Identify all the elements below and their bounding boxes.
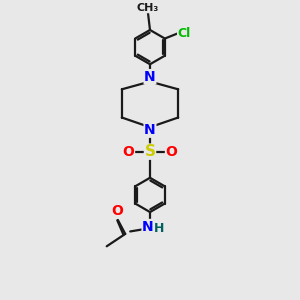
Text: O: O xyxy=(123,145,134,159)
Text: N: N xyxy=(142,220,154,233)
Text: S: S xyxy=(145,144,155,159)
Text: O: O xyxy=(166,145,177,159)
Text: CH₃: CH₃ xyxy=(137,3,159,13)
Text: O: O xyxy=(111,204,123,218)
Text: Cl: Cl xyxy=(178,27,191,40)
Text: N: N xyxy=(144,70,156,84)
Text: H: H xyxy=(154,222,164,235)
Text: N: N xyxy=(144,123,156,137)
